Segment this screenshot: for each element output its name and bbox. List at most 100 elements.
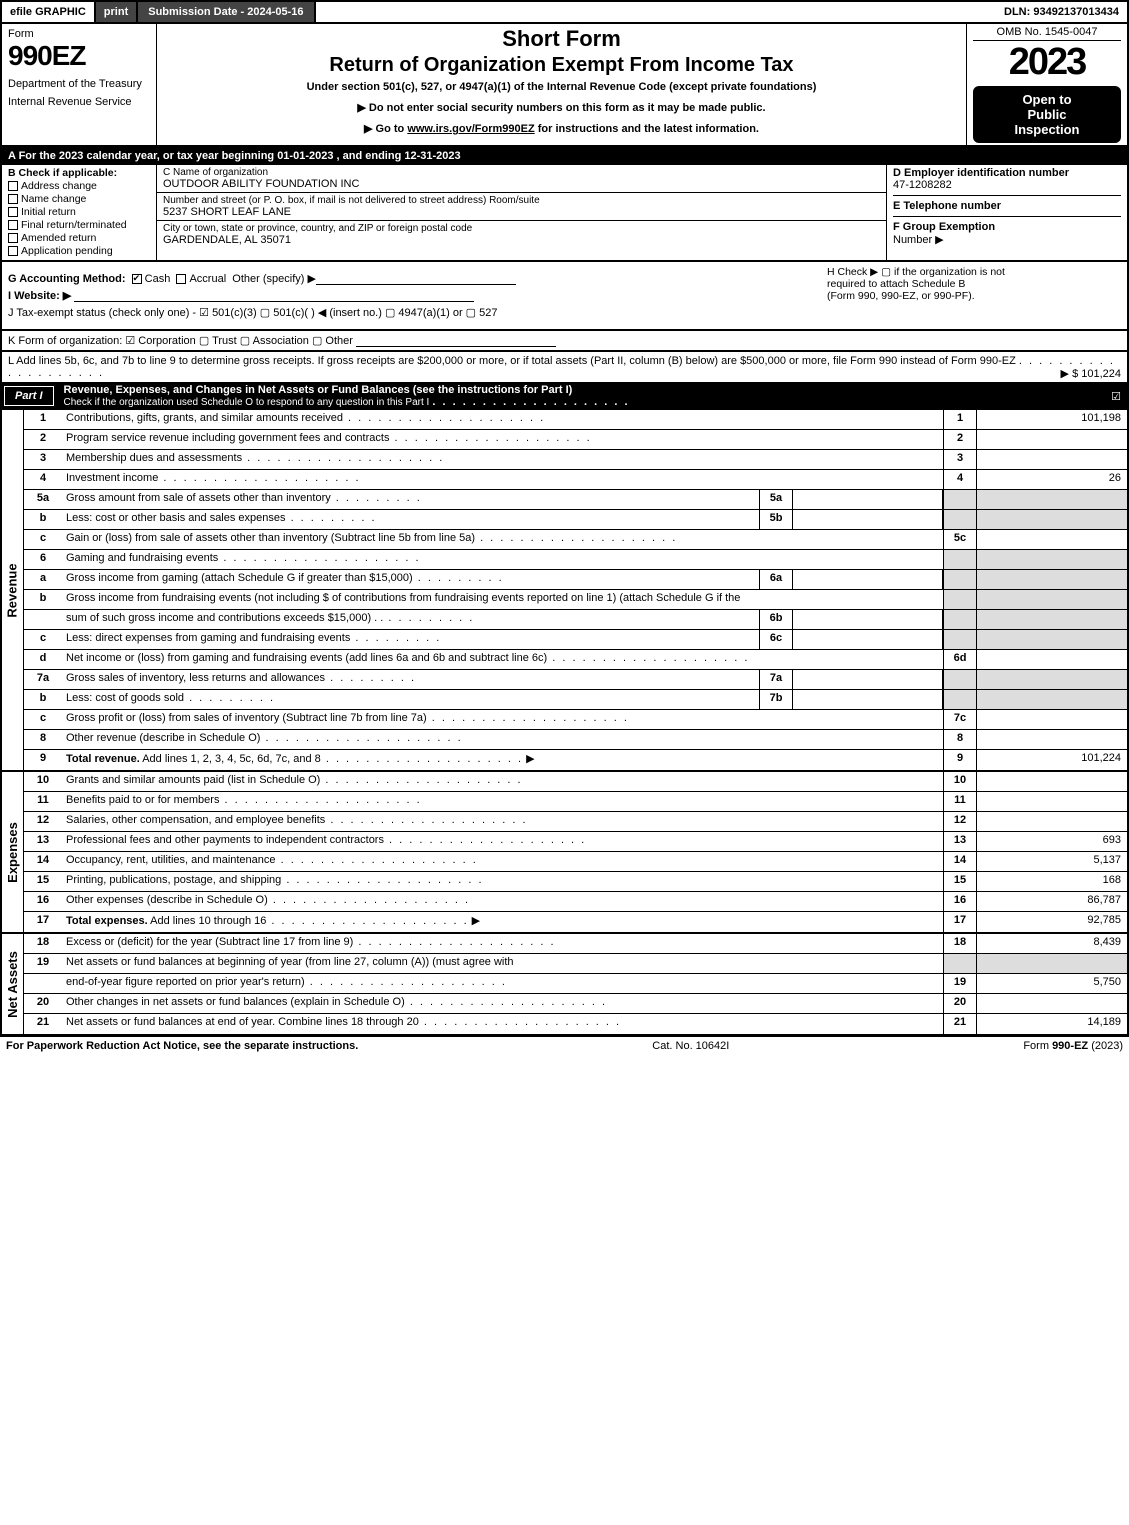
line-amount — [977, 710, 1127, 729]
line-description: Membership dues and assessments — [62, 450, 943, 469]
line-number — [24, 610, 62, 629]
line-number: c — [24, 530, 62, 549]
line-number — [24, 974, 62, 993]
table-row: 20Other changes in net assets or fund ba… — [24, 994, 1127, 1014]
revenue-table: Revenue 1Contributions, gifts, grants, a… — [0, 410, 1129, 772]
line-number: d — [24, 650, 62, 669]
line-description: Program service revenue including govern… — [62, 430, 943, 449]
line-description: Gaming and fundraising events — [62, 550, 943, 569]
chk-address-change[interactable]: Address change — [8, 180, 150, 192]
no-ssn-note: ▶ Do not enter social security numbers o… — [163, 101, 960, 114]
chk-application-pending[interactable]: Application pending — [8, 245, 150, 257]
table-row: dNet income or (loss) from gaming and fu… — [24, 650, 1127, 670]
line-ref: 13 — [943, 832, 977, 851]
line-number: 21 — [24, 1014, 62, 1034]
open-line1: Open to — [977, 92, 1117, 107]
print-button[interactable]: print — [96, 2, 138, 22]
line-description: Other revenue (describe in Schedule O) — [62, 730, 943, 749]
line-description: Total revenue. Add lines 1, 2, 3, 4, 5c,… — [62, 750, 943, 770]
column-c: C Name of organization OUTDOOR ABILITY F… — [157, 165, 887, 260]
tax-year: 2023 — [973, 41, 1121, 84]
table-row: 5aGross amount from sale of assets other… — [24, 490, 1127, 510]
line-number: 11 — [24, 792, 62, 811]
line-ref — [943, 610, 977, 629]
line-number: 18 — [24, 934, 62, 953]
col-b-header: B Check if applicable: — [8, 167, 150, 179]
line-ref: 9 — [943, 750, 977, 770]
l-text: L Add lines 5b, 6c, and 7b to line 9 to … — [8, 355, 1016, 367]
chk-name-change[interactable]: Name change — [8, 193, 150, 205]
table-row: 7aGross sales of inventory, less returns… — [24, 670, 1127, 690]
line-amount: 8,439 — [977, 934, 1127, 953]
table-row: cGain or (loss) from sale of assets othe… — [24, 530, 1127, 550]
org-name: OUTDOOR ABILITY FOUNDATION INC — [163, 178, 880, 190]
table-row: 1Contributions, gifts, grants, and simil… — [24, 410, 1127, 430]
table-row: 10Grants and similar amounts paid (list … — [24, 772, 1127, 792]
line-ref — [943, 670, 977, 689]
chk-amended-return[interactable]: Amended return — [8, 232, 150, 244]
form-word: Form — [8, 28, 150, 40]
table-row: 18Excess or (deficit) for the year (Subt… — [24, 934, 1127, 954]
line-number: 10 — [24, 772, 62, 791]
k-other-blank[interactable] — [356, 335, 556, 347]
org-name-label: C Name of organization — [163, 167, 880, 178]
line-ref: 21 — [943, 1014, 977, 1034]
line-ref — [943, 630, 977, 649]
line-description: Printing, publications, postage, and shi… — [62, 872, 943, 891]
line-number: 9 — [24, 750, 62, 770]
dept-irs: Internal Revenue Service — [8, 96, 150, 108]
chk-accrual[interactable] — [176, 274, 186, 284]
part-1-header: Part I Revenue, Expenses, and Changes in… — [0, 384, 1129, 410]
line-ref — [943, 590, 977, 609]
section-bcd: B Check if applicable: Address change Na… — [0, 165, 1129, 262]
line-number: 20 — [24, 994, 62, 1013]
line-number: 8 — [24, 730, 62, 749]
table-row: end-of-year figure reported on prior yea… — [24, 974, 1127, 994]
line-description: Occupancy, rent, utilities, and maintena… — [62, 852, 943, 871]
under-section: Under section 501(c), 527, or 4947(a)(1)… — [163, 81, 960, 93]
line-ref: 11 — [943, 792, 977, 811]
line-amount — [977, 570, 1127, 589]
goto-link[interactable]: www.irs.gov/Form990EZ — [407, 123, 534, 135]
g-other-blank[interactable] — [316, 273, 516, 285]
ein-value: 47-1208282 — [893, 179, 1121, 191]
line-description: Gain or (loss) from sale of assets other… — [62, 530, 943, 549]
table-row: bLess: cost or other basis and sales exp… — [24, 510, 1127, 530]
subline-value — [793, 570, 943, 589]
open-line2: Public — [977, 107, 1117, 122]
subline-label: 6a — [759, 570, 793, 589]
line-ref — [943, 510, 977, 529]
line-amount: 101,198 — [977, 410, 1127, 429]
line-description: Grants and similar amounts paid (list in… — [62, 772, 943, 791]
part-1-tab: Part I — [4, 386, 54, 406]
website-blank[interactable] — [74, 290, 474, 302]
header-left: Form 990EZ Department of the Treasury In… — [2, 24, 157, 145]
g-label: G Accounting Method: — [8, 273, 126, 285]
line-amount — [977, 994, 1127, 1013]
line-k: K Form of organization: ☑ Corporation ▢ … — [0, 331, 1129, 352]
return-title: Return of Organization Exempt From Incom… — [163, 54, 960, 77]
line-ref: 2 — [943, 430, 977, 449]
part-1-check[interactable]: ☑ — [1111, 390, 1121, 403]
line-ref: 19 — [943, 974, 977, 993]
chk-cash[interactable] — [132, 274, 142, 284]
line-ref: 1 — [943, 410, 977, 429]
open-to-public-badge: Open to Public Inspection — [973, 86, 1121, 143]
table-row: 14Occupancy, rent, utilities, and mainte… — [24, 852, 1127, 872]
line-description: Less: cost of goods sold — [62, 690, 759, 709]
chk-final-return[interactable]: Final return/terminated — [8, 219, 150, 231]
line-amount: 5,137 — [977, 852, 1127, 871]
column-d: D Employer identification number 47-1208… — [887, 165, 1127, 260]
line-ref — [943, 690, 977, 709]
table-row: sum of such gross income and contributio… — [24, 610, 1127, 630]
table-row: 21Net assets or fund balances at end of … — [24, 1014, 1127, 1034]
line-number: 6 — [24, 550, 62, 569]
line-number: c — [24, 630, 62, 649]
chk-initial-return[interactable]: Initial return — [8, 206, 150, 218]
table-row: 17Total expenses. Add lines 10 through 1… — [24, 912, 1127, 932]
line-number: 1 — [24, 410, 62, 429]
subline-label: 6c — [759, 630, 793, 649]
subline-value — [793, 690, 943, 709]
line-description: Total expenses. Add lines 10 through 16 … — [62, 912, 943, 932]
line-amount: 693 — [977, 832, 1127, 851]
